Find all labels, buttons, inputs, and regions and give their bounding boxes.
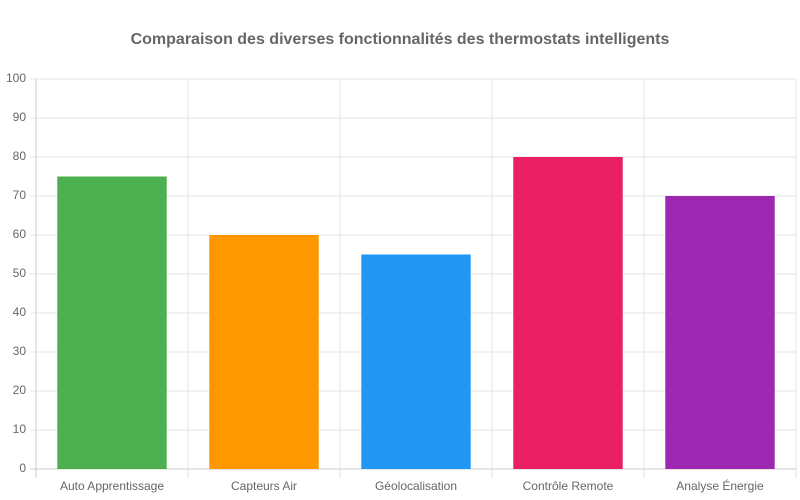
bar xyxy=(209,235,319,469)
y-tick-label: 70 xyxy=(13,188,27,202)
bar xyxy=(513,157,623,469)
x-tick-label: Géolocalisation xyxy=(375,479,457,493)
chart-title: Comparaison des diverses fonctionnalités… xyxy=(131,31,670,48)
x-tick-label: Capteurs Air xyxy=(231,479,297,493)
y-tick-label: 0 xyxy=(19,461,26,475)
bar xyxy=(361,254,471,469)
bar xyxy=(665,196,775,469)
x-tick-label: Auto Apprentissage xyxy=(60,479,164,493)
y-tick-label: 10 xyxy=(13,422,27,436)
y-tick-label: 40 xyxy=(13,305,27,319)
y-tick-label: 60 xyxy=(13,227,27,241)
y-tick-label: 100 xyxy=(6,71,26,85)
bar xyxy=(57,176,167,469)
x-tick-label: Contrôle Remote xyxy=(523,479,614,493)
y-tick-label: 50 xyxy=(13,266,27,280)
y-tick-label: 80 xyxy=(13,149,27,163)
x-tick-label: Analyse Énergie xyxy=(676,478,764,493)
y-tick-label: 30 xyxy=(13,344,27,358)
y-tick-label: 20 xyxy=(13,383,27,397)
y-tick-label: 90 xyxy=(13,110,27,124)
